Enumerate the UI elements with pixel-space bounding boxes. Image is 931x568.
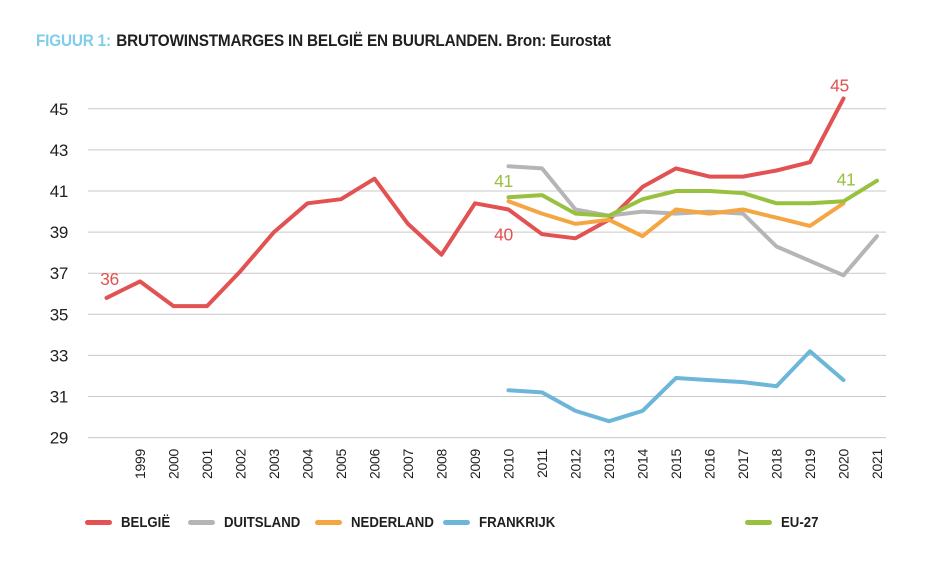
x-axis-tick-label: 2017 <box>735 448 751 478</box>
series-line-nederland <box>506 199 846 239</box>
x-axis-tick-label: 2021 <box>869 448 885 478</box>
legend-label: BELGIË <box>121 513 171 531</box>
x-axis-tick-label: 2020 <box>836 448 852 478</box>
y-axis-tick-label: 31 <box>50 388 68 407</box>
data-label-eu-27-2010: 41 <box>494 171 513 191</box>
legend-swatch-duitsland <box>188 519 215 525</box>
y-axis-tick-label: 37 <box>50 264 68 283</box>
x-axis-tick-label: 2005 <box>333 448 349 478</box>
data-label-eu-27-2021: 41 <box>837 170 856 190</box>
series-line-belgie <box>104 96 846 309</box>
x-axis-tick-label: 2000 <box>166 448 182 478</box>
x-axis-tick-label: 2009 <box>467 448 483 478</box>
x-axis-tick-label: 2008 <box>434 448 450 478</box>
y-axis-tick-label: 29 <box>50 429 68 448</box>
y-axis-tick-label: 43 <box>50 141 68 160</box>
data-label-belgie-2020: 45 <box>830 76 849 96</box>
data-label-belgie-1998: 36 <box>100 269 119 289</box>
figure-title: BRUTOWINSTMARGES IN BELGIË EN BUURLANDEN… <box>116 31 503 50</box>
figure-label: FIGUUR 1: <box>36 31 111 50</box>
figure-title-row: FIGUUR 1: BRUTOWINSTMARGES IN BELGIË EN B… <box>36 31 611 51</box>
chart-legend: BELGIË DUITSLAND NEDERLAND FRANKRIJK EU-… <box>0 512 931 534</box>
data-label-belgie-2010: 40 <box>494 224 513 244</box>
legend-item-nederland: NEDERLAND <box>315 512 445 532</box>
x-axis-tick-label: 2019 <box>802 448 818 478</box>
legend-swatch-belgie <box>85 519 112 525</box>
x-axis-tick-label: 2013 <box>601 448 617 478</box>
legend-item-frankrijk: FRANKRIJK <box>443 512 566 532</box>
y-axis-tick-label: 35 <box>50 305 68 324</box>
x-axis-tick-label: 2010 <box>501 448 517 478</box>
x-axis-tick-label: 2001 <box>199 448 215 478</box>
legend-swatch-eu27 <box>745 519 772 525</box>
legend-item-eu27: EU-27 <box>745 512 824 532</box>
legend-label: FRANKRIJK <box>479 513 556 531</box>
figure-source: Bron: Eurostat <box>506 31 611 50</box>
x-axis-tick-label: 2011 <box>534 448 550 477</box>
x-axis-tick-label: 2007 <box>400 448 416 478</box>
legend-item-belgie: BELGIË <box>85 512 177 532</box>
series-line-eu-27 <box>506 178 879 218</box>
x-axis-tick-label: 2002 <box>233 448 249 478</box>
y-axis-tick-label: 41 <box>50 182 68 201</box>
y-axis-tick-label: 33 <box>50 346 68 365</box>
x-axis-tick-label: 2004 <box>300 448 316 478</box>
y-axis-tick-label: 39 <box>50 223 68 242</box>
x-axis-tick-label: 2016 <box>702 448 718 478</box>
line-chart: 29 31 33 35 37 39 41 43 45 1999 2000 2001 2002 2003 20… <box>50 76 886 479</box>
legend-label: DUITSLAND <box>224 513 301 531</box>
y-axis-tick-label: 45 <box>50 100 68 119</box>
x-axis-tick-label: 2014 <box>635 448 651 478</box>
x-axis-tick-label: 2012 <box>568 448 584 478</box>
legend-item-duitsland: DUITSLAND <box>188 512 311 532</box>
x-axis-tick-label: 2006 <box>367 448 383 478</box>
legend-label: EU-27 <box>781 513 819 531</box>
legend-swatch-frankrijk <box>443 519 470 525</box>
x-axis-tick-label: 2003 <box>266 448 282 478</box>
legend-swatch-nederland <box>315 519 342 525</box>
x-axis-tick-label: 2015 <box>668 448 684 478</box>
legend-label: NEDERLAND <box>351 513 434 531</box>
x-axis-tick-label: 1999 <box>132 448 148 478</box>
series-line-frankrijk <box>506 349 846 424</box>
x-axis-tick-label: 2018 <box>769 448 785 478</box>
